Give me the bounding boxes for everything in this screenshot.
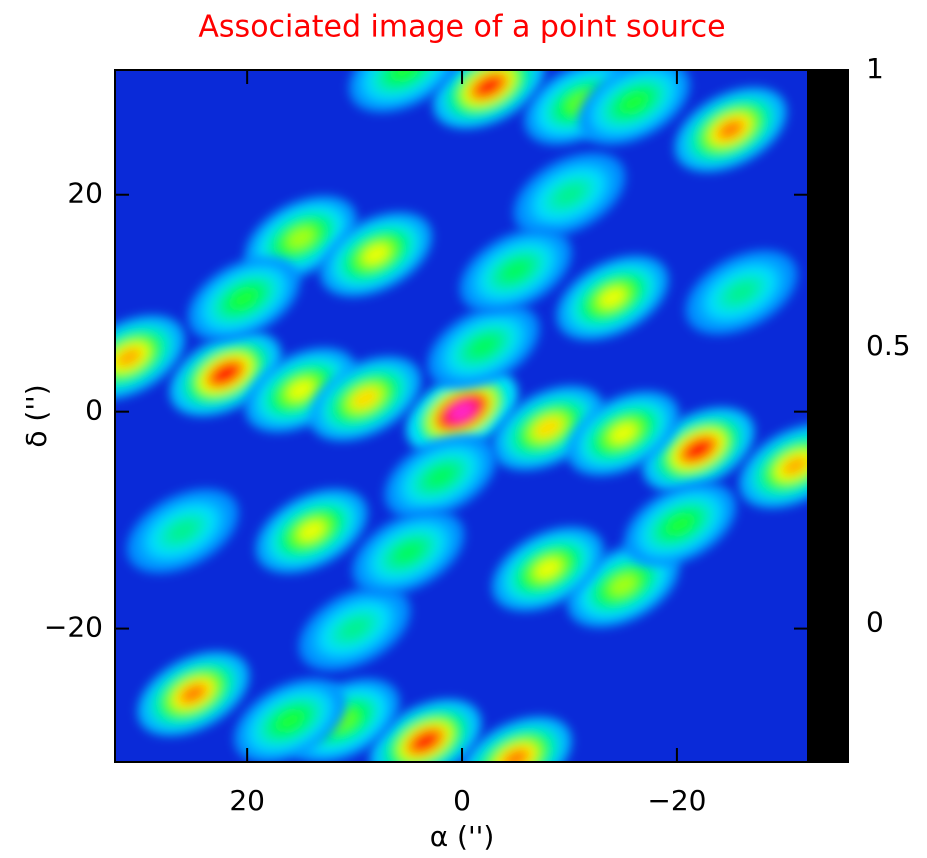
peak-contour — [621, 93, 647, 113]
peak — [309, 356, 422, 441]
colorbar-tick-label: 1 — [866, 52, 884, 85]
peak — [188, 256, 300, 342]
peak — [492, 385, 604, 471]
peak-contour — [470, 337, 497, 357]
peak-contour — [213, 364, 239, 384]
peak — [352, 510, 465, 595]
peak — [406, 369, 518, 454]
peak — [298, 586, 411, 671]
peak — [433, 70, 545, 129]
peak-contour — [288, 228, 314, 248]
peak-contour — [342, 619, 368, 639]
peak-contour — [395, 543, 421, 563]
peak — [578, 70, 690, 145]
peak-contour — [503, 261, 529, 281]
peak-contour — [180, 684, 206, 704]
peak-contour — [667, 514, 693, 534]
peak-contour — [392, 70, 418, 80]
peak — [369, 699, 482, 762]
peak — [567, 391, 680, 476]
peak — [137, 651, 250, 736]
peak — [169, 331, 282, 416]
peak-contour — [427, 467, 454, 487]
image — [115, 70, 808, 762]
peak-contour — [449, 402, 475, 422]
peak — [674, 87, 787, 172]
peak-contour — [610, 423, 636, 443]
colorbar — [807, 69, 849, 763]
y-tick-label: 0 — [85, 394, 103, 427]
peak-contour — [116, 347, 142, 367]
y-tick-label: −20 — [44, 611, 103, 644]
peak-contour — [288, 380, 314, 400]
peak — [126, 488, 239, 574]
y-axis-label: δ ('') — [20, 384, 53, 447]
peak-contour — [610, 575, 636, 595]
peak — [459, 228, 572, 313]
peak-contour — [476, 76, 502, 96]
peak-contour — [599, 288, 626, 308]
peak — [492, 526, 604, 612]
colorbar-tick-label: 0 — [866, 606, 884, 639]
peak — [642, 407, 755, 492]
peak-contour — [685, 440, 711, 460]
chart-title: Associated image of a point source — [198, 10, 725, 45]
peak — [624, 482, 736, 567]
peak-contour — [503, 749, 529, 762]
peak — [459, 716, 572, 762]
peak-contour — [535, 418, 561, 438]
peak — [255, 488, 368, 574]
peak — [234, 678, 346, 762]
peak — [739, 423, 808, 509]
peak-contour — [728, 282, 754, 302]
y-tick-label: 20 — [67, 177, 103, 210]
x-tick-label: 0 — [453, 784, 471, 817]
colorbar-tick-label: 0.5 — [866, 329, 911, 362]
x-tick-label: −20 — [647, 784, 706, 817]
peak-contour — [363, 244, 389, 264]
peak-contour — [299, 521, 325, 541]
peak-contour — [277, 711, 303, 731]
peak — [384, 434, 497, 519]
peak-contour — [782, 456, 808, 476]
peak-contour — [556, 185, 583, 205]
peak — [556, 255, 669, 340]
peak — [349, 70, 461, 113]
peak-contour — [718, 120, 744, 140]
x-tick-label: 20 — [229, 784, 265, 817]
x-axis-label: α ('') — [430, 820, 495, 853]
peak — [685, 250, 798, 335]
peak — [513, 152, 626, 237]
peak-contour — [231, 289, 257, 309]
peak-contour — [535, 559, 561, 579]
peak-contour — [170, 521, 196, 541]
peak — [427, 304, 540, 389]
peak-contour — [412, 731, 439, 751]
peak-contour — [352, 389, 378, 409]
peak — [320, 212, 432, 297]
